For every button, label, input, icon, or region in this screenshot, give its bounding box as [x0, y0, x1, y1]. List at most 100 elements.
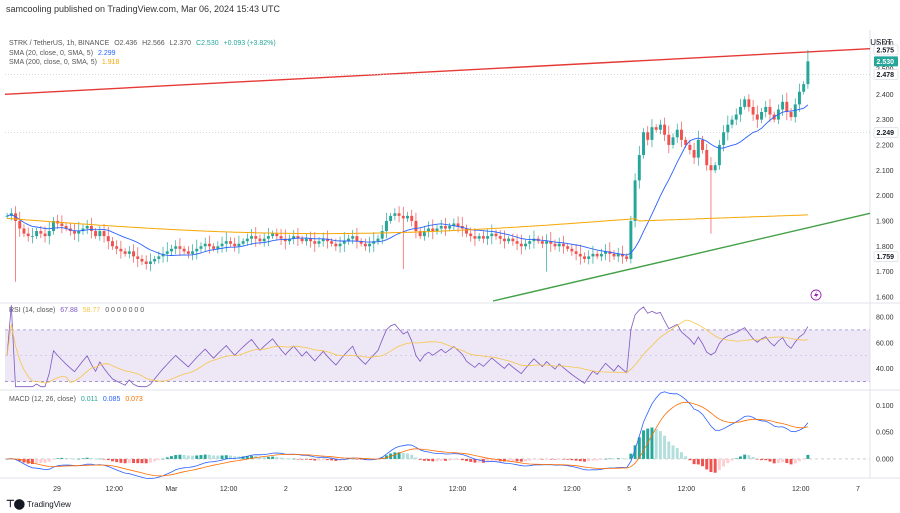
candle-body	[688, 144, 692, 150]
candle-body	[477, 236, 481, 239]
macd-histogram-bar	[39, 458, 43, 463]
candle-body	[186, 251, 190, 254]
macd-histogram-bar	[456, 458, 460, 460]
macd-histogram-bar	[684, 456, 688, 459]
candle-body	[165, 251, 169, 254]
candle-body	[545, 241, 549, 244]
candle-body	[448, 226, 452, 229]
macd-histogram-bar	[772, 458, 776, 464]
time-tick-label: 12:00	[449, 486, 467, 493]
macd-histogram-bar	[427, 458, 431, 461]
close-value: C2.530	[196, 40, 219, 47]
macd-histogram-bar	[625, 458, 629, 460]
candle-body	[671, 137, 675, 145]
price-tag-text: 2.249	[877, 130, 895, 137]
candle-body	[241, 241, 245, 244]
price-tick-label: 2.400	[876, 92, 894, 99]
candle-body	[195, 248, 199, 252]
macd-histogram-bar	[199, 455, 203, 459]
candle-body	[717, 144, 721, 166]
price-tag-box	[874, 56, 898, 67]
macd-histogram-bar	[309, 458, 313, 460]
macd-histogram-bar	[182, 454, 186, 459]
macd-histogram-bar	[115, 458, 119, 463]
publisher-header: samcooling published on TradingView.com,…	[6, 4, 280, 14]
rsi-label: RSI (14, close)	[9, 307, 56, 314]
candle-body	[667, 134, 671, 145]
sma20-value: 2.299	[97, 50, 116, 57]
candle-body	[473, 236, 477, 239]
macd-histogram-bar	[620, 458, 624, 459]
macd-histogram-bar	[212, 455, 216, 459]
candle-body	[102, 231, 106, 237]
macd-tick-label: 0.000	[876, 456, 894, 463]
macd-histogram-bar	[30, 458, 34, 464]
macd-histogram-bar	[587, 458, 591, 462]
candle-body	[199, 246, 203, 249]
sma200-legend[interactable]: SMA (200, close, 0, SMA, 5) 1.918	[9, 59, 119, 66]
candle-body	[304, 238, 308, 242]
rsi-value: 67.88	[60, 307, 78, 314]
candle-body	[170, 248, 173, 252]
macd-legend[interactable]: MACD (12, 26, close) 0.011 0.085 0.073	[9, 396, 143, 403]
candle-body	[743, 99, 747, 107]
lightning-icon[interactable]	[810, 289, 822, 301]
sma20-line	[6, 104, 809, 256]
macd-histogram-bar	[359, 458, 363, 460]
macd-histogram-bar	[170, 456, 173, 459]
candle-body	[275, 233, 279, 237]
candle-body	[722, 132, 726, 145]
candle-body	[313, 241, 317, 244]
candle-body	[85, 226, 89, 229]
candle-body	[60, 223, 64, 226]
candle-body	[650, 127, 654, 140]
macd-histogram-bar	[18, 458, 22, 461]
candle-body	[435, 228, 439, 232]
macd-histogram-bar	[642, 430, 645, 459]
price-tick-label: 2.100	[876, 168, 894, 175]
macd-histogram-bar	[507, 458, 511, 462]
rsi-tick-label: 60.00	[876, 340, 894, 347]
candle-body	[747, 99, 751, 107]
candle-body	[629, 220, 633, 259]
macd-histogram-bar	[94, 458, 98, 460]
macd-tick-label: 0.100	[876, 403, 894, 410]
macd-histogram-bar	[68, 458, 72, 459]
macd-histogram-bar	[764, 458, 768, 461]
macd-histogram-bar	[304, 458, 308, 460]
macd-histogram-bar	[283, 458, 287, 460]
rsi-legend[interactable]: RSI (14, close) 67.88 58.77 0 0 0 0 0 0 …	[9, 307, 144, 314]
candle-body	[372, 241, 376, 244]
lightning-glyph	[814, 291, 819, 299]
candle-body	[620, 253, 624, 257]
candle-body	[178, 246, 182, 249]
candle-body	[443, 226, 447, 229]
price-tag-box	[873, 251, 899, 262]
tradingview-logo[interactable]: ⊤⬤ TradingView	[6, 499, 71, 510]
macd-histogram-bar	[351, 458, 355, 460]
candle-body	[123, 251, 127, 254]
macd-histogram-bar	[262, 456, 266, 459]
candle-body	[271, 233, 275, 237]
candle-body	[98, 231, 102, 237]
macd-histogram-bar	[781, 458, 785, 463]
candle-body	[764, 106, 768, 112]
macd-histogram-bar	[161, 458, 165, 460]
symbol-label[interactable]: STRK / TetherUS, 1h, BINANCE	[9, 40, 110, 47]
sma20-legend[interactable]: SMA (20, close, 0, SMA, 5) 2.299	[9, 50, 116, 57]
currency-label[interactable]: USDT	[870, 38, 892, 47]
candle-body	[203, 243, 207, 247]
candle-body	[309, 238, 313, 242]
macd-histogram-bar	[136, 458, 140, 464]
candle-body	[633, 180, 637, 221]
macd-histogram-bar	[106, 458, 110, 461]
candle-body	[279, 236, 283, 239]
candle-body	[119, 248, 123, 252]
candle-body	[456, 223, 460, 226]
candle-body	[583, 256, 586, 259]
time-tick-label: 5	[627, 486, 631, 493]
macd-histogram-bar	[486, 458, 490, 463]
macd-histogram-bar	[460, 458, 464, 461]
macd-histogram-bar	[300, 458, 304, 460]
